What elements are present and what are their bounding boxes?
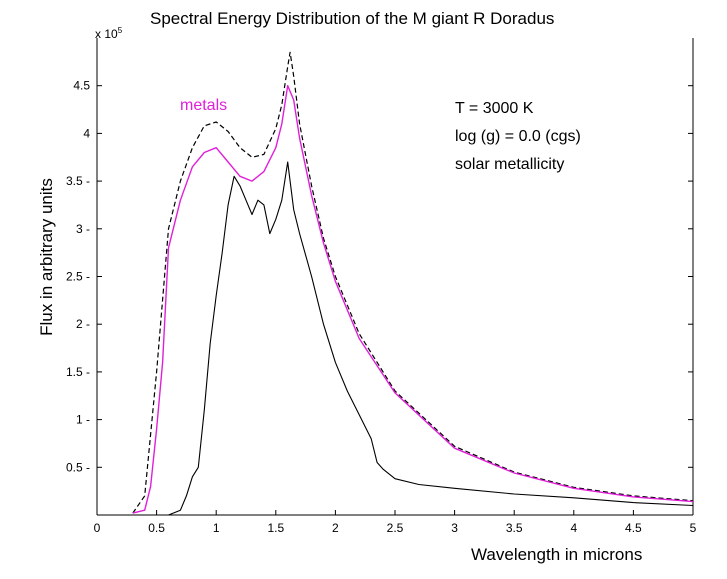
- y-tick-label: 2 -: [76, 317, 90, 331]
- series-line-2: [132, 161, 694, 516]
- series-line-0: [132, 51, 694, 514]
- y-axis-label: Flux in arbitrary units: [37, 178, 56, 336]
- x-tick-label: 1.5: [267, 521, 284, 535]
- temperature-annotation: T = 3000 K: [455, 100, 534, 117]
- x-tick-label: 2: [332, 521, 339, 535]
- y-tick-label: 3 -: [76, 222, 90, 236]
- x-axis-ticks: 0 0.5 1 1.5 2 2.5 3 3.5 4 4.5 5: [94, 510, 697, 535]
- y-tick-label: 4: [83, 126, 90, 140]
- y-tick-label: 1.5 -: [66, 365, 90, 379]
- x-tick-label: 0.5: [148, 521, 165, 535]
- data-series: [132, 51, 694, 516]
- y-tick-label: 1 -: [76, 413, 90, 427]
- x-tick-label: 0: [94, 521, 101, 535]
- y-tick-label: 2.5 -: [66, 270, 90, 284]
- chart-title: Spectral Energy Distribution of the M gi…: [150, 9, 554, 28]
- x-tick-label: 5: [690, 521, 697, 535]
- y-tick-label: 0.5 -: [66, 460, 90, 474]
- x-axis-label: Wavelength in microns: [471, 545, 642, 564]
- gravity-annotation: log (g) = 0.0 (cgs): [455, 128, 581, 145]
- series-line-1: [132, 84, 694, 514]
- x-tick-label: 4.5: [625, 521, 642, 535]
- y-tick-label: 3.5 -: [66, 174, 90, 188]
- x-tick-label: 4: [570, 521, 577, 535]
- x-tick-label: 3.5: [506, 521, 523, 535]
- x-tick-label: 1: [213, 521, 220, 535]
- metals-label: metals: [180, 97, 227, 114]
- x-tick-label: 2.5: [387, 521, 404, 535]
- y-multiplier-label: x 105: [95, 26, 123, 41]
- metallicity-annotation: solar metallicity: [455, 156, 564, 173]
- y-axis-ticks: 0.5 - 1 - 1.5 - 2 - 2.5 - 3 - 3.5 - 4 4.5: [66, 79, 693, 474]
- y-tick-label: 4.5: [73, 79, 90, 93]
- x-tick-label: 3: [451, 521, 458, 535]
